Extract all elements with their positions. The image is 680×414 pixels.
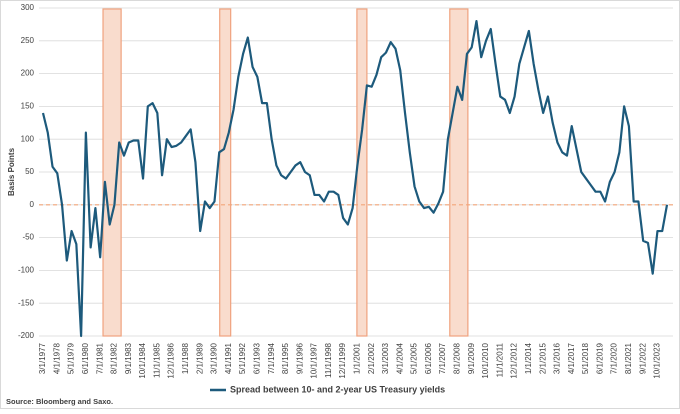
y-tick-label: -150 bbox=[18, 298, 35, 307]
x-tick-label: 8/1/2008 bbox=[453, 342, 462, 374]
legend-label: Spread between 10- and 2-year US Treasur… bbox=[230, 384, 445, 394]
x-tick-label: 7/1/1981 bbox=[95, 342, 104, 374]
x-tick-label: 12/1/1999 bbox=[338, 342, 347, 378]
shaded-period bbox=[356, 8, 368, 337]
x-tick-label: 11/1/1998 bbox=[324, 342, 333, 378]
x-tick-label: 8/1/2021 bbox=[624, 342, 633, 374]
y-tick-label: 200 bbox=[21, 69, 35, 78]
x-tick-label: 2/1/2015 bbox=[538, 342, 547, 374]
y-tick-label: 100 bbox=[21, 134, 35, 143]
data-line bbox=[41, 20, 669, 338]
x-tick-label: 11/1/1985 bbox=[152, 342, 161, 378]
shaded-period bbox=[102, 8, 122, 337]
x-tick-label: 8/1/1995 bbox=[281, 342, 290, 374]
x-tick-label: 11/1/2011 bbox=[495, 342, 504, 377]
x-tick-label: 9/1/2009 bbox=[467, 342, 476, 374]
y-tick-label: 0 bbox=[30, 200, 35, 209]
y-axis-title: Basis Points bbox=[7, 147, 16, 196]
y-tick-label: -50 bbox=[22, 233, 34, 242]
y-tick-label: 150 bbox=[21, 102, 35, 111]
x-tick-label: 10/1/1997 bbox=[310, 342, 319, 378]
shaded-period bbox=[219, 8, 232, 337]
x-tick-label: 4/1/1978 bbox=[52, 342, 61, 374]
x-tick-label: 10/1/2010 bbox=[481, 342, 490, 378]
x-tick-label: 3/1/1977 bbox=[38, 342, 47, 374]
x-tick-label: 10/1/1984 bbox=[138, 342, 147, 378]
x-tick-label: 12/1/1986 bbox=[167, 342, 176, 378]
x-tick-label: 5/1/2005 bbox=[410, 342, 419, 374]
shaded-period bbox=[449, 8, 469, 337]
x-tick-label: 9/1/1983 bbox=[124, 342, 133, 374]
x-tick-label: 6/1/1993 bbox=[252, 342, 261, 374]
x-tick-label: 7/1/2020 bbox=[610, 342, 619, 374]
x-tick-label: 3/1/2003 bbox=[381, 342, 390, 374]
x-tick-label: 5/1/2018 bbox=[581, 342, 590, 374]
x-tick-label: 9/1/1996 bbox=[295, 342, 304, 374]
source-note: Source: Bloomberg and Saxo. bbox=[6, 397, 113, 406]
x-tick-label: 5/1/1992 bbox=[238, 342, 247, 374]
x-tick-label: 2/1/1989 bbox=[195, 342, 204, 374]
y-tick-label: 50 bbox=[25, 167, 34, 176]
x-tick-label: 5/1/1979 bbox=[67, 342, 76, 374]
y-tick-label: 300 bbox=[21, 3, 35, 12]
x-tick-label: 4/1/2017 bbox=[567, 342, 576, 374]
y-tick-label: -100 bbox=[18, 266, 35, 275]
x-tick-label: 1/1/2014 bbox=[524, 342, 533, 374]
x-tick-label: 6/1/1980 bbox=[81, 342, 90, 374]
x-tick-label: 1/1/1988 bbox=[181, 342, 190, 374]
x-tick-label: 10/1/2023 bbox=[653, 342, 662, 378]
x-tick-label: 3/1/2016 bbox=[553, 342, 562, 374]
x-tick-label: 8/1/1982 bbox=[110, 342, 119, 374]
x-tick-label: 9/1/2022 bbox=[638, 342, 647, 374]
x-tick-label: 1/1/2001 bbox=[352, 342, 361, 374]
x-tick-label: 4/1/1991 bbox=[224, 342, 233, 374]
y-tick-label: -200 bbox=[18, 331, 35, 340]
x-tick-label: 12/1/2012 bbox=[510, 342, 519, 378]
x-tick-label: 7/1/2007 bbox=[438, 342, 447, 374]
x-tick-label: 4/1/2004 bbox=[395, 342, 404, 374]
x-tick-label: 6/1/2019 bbox=[595, 342, 604, 374]
x-tick-label: 3/1/1990 bbox=[210, 342, 219, 374]
y-tick-label: 250 bbox=[21, 36, 35, 45]
x-tick-label: 7/1/1994 bbox=[267, 342, 276, 374]
x-tick-label: 6/1/2006 bbox=[424, 342, 433, 374]
x-tick-label: 2/1/2002 bbox=[367, 342, 376, 374]
